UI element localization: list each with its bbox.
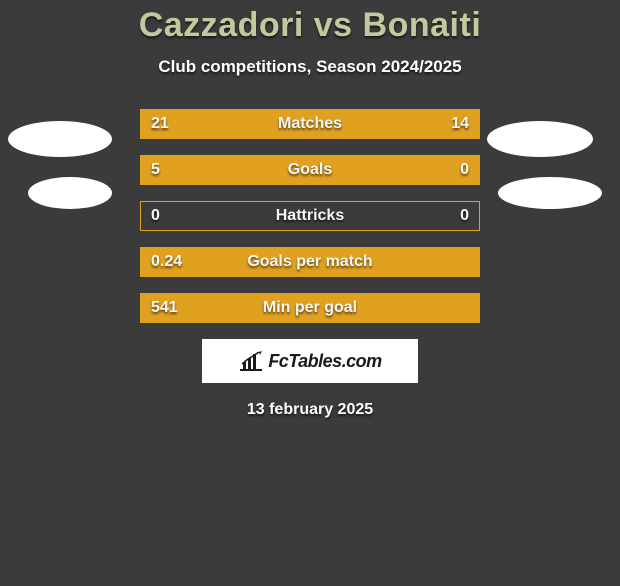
stat-bar-row: 5Goals0 bbox=[140, 155, 480, 185]
title-player2: Bonaiti bbox=[363, 6, 482, 44]
logo-box: FcTables.com bbox=[202, 339, 418, 383]
page-title: Cazzadori vs Bonaiti bbox=[0, 6, 620, 45]
logo-text: FcTables.com bbox=[268, 351, 381, 372]
bar-label: Goals bbox=[141, 156, 479, 184]
bar-label: Goals per match bbox=[141, 248, 479, 276]
bar-chart-icon bbox=[238, 350, 264, 372]
stat-bar-row: 0Hattricks0 bbox=[140, 201, 480, 231]
bar-value-right: 0 bbox=[460, 202, 469, 230]
stats-area: 21Matches145Goals00Hattricks00.24Goals p… bbox=[0, 109, 620, 323]
stat-bar-row: 541Min per goal bbox=[140, 293, 480, 323]
subtitle: Club competitions, Season 2024/2025 bbox=[0, 57, 620, 77]
bar-label: Matches bbox=[141, 110, 479, 138]
stat-bars: 21Matches145Goals00Hattricks00.24Goals p… bbox=[140, 109, 480, 323]
title-player1: Cazzadori bbox=[139, 6, 304, 44]
bar-label: Min per goal bbox=[141, 294, 479, 322]
left-photo-blob bbox=[8, 121, 112, 157]
stat-bar-row: 0.24Goals per match bbox=[140, 247, 480, 277]
right-photo-blob bbox=[487, 121, 593, 157]
bar-label: Hattricks bbox=[141, 202, 479, 230]
bar-value-right: 0 bbox=[460, 156, 469, 184]
bar-value-right: 14 bbox=[451, 110, 469, 138]
title-vs: vs bbox=[314, 6, 353, 44]
left-photo-blob bbox=[28, 177, 112, 209]
logo: FcTables.com bbox=[238, 350, 381, 372]
stat-bar-row: 21Matches14 bbox=[140, 109, 480, 139]
right-photo-blob bbox=[498, 177, 602, 209]
date-line: 13 february 2025 bbox=[0, 401, 620, 419]
